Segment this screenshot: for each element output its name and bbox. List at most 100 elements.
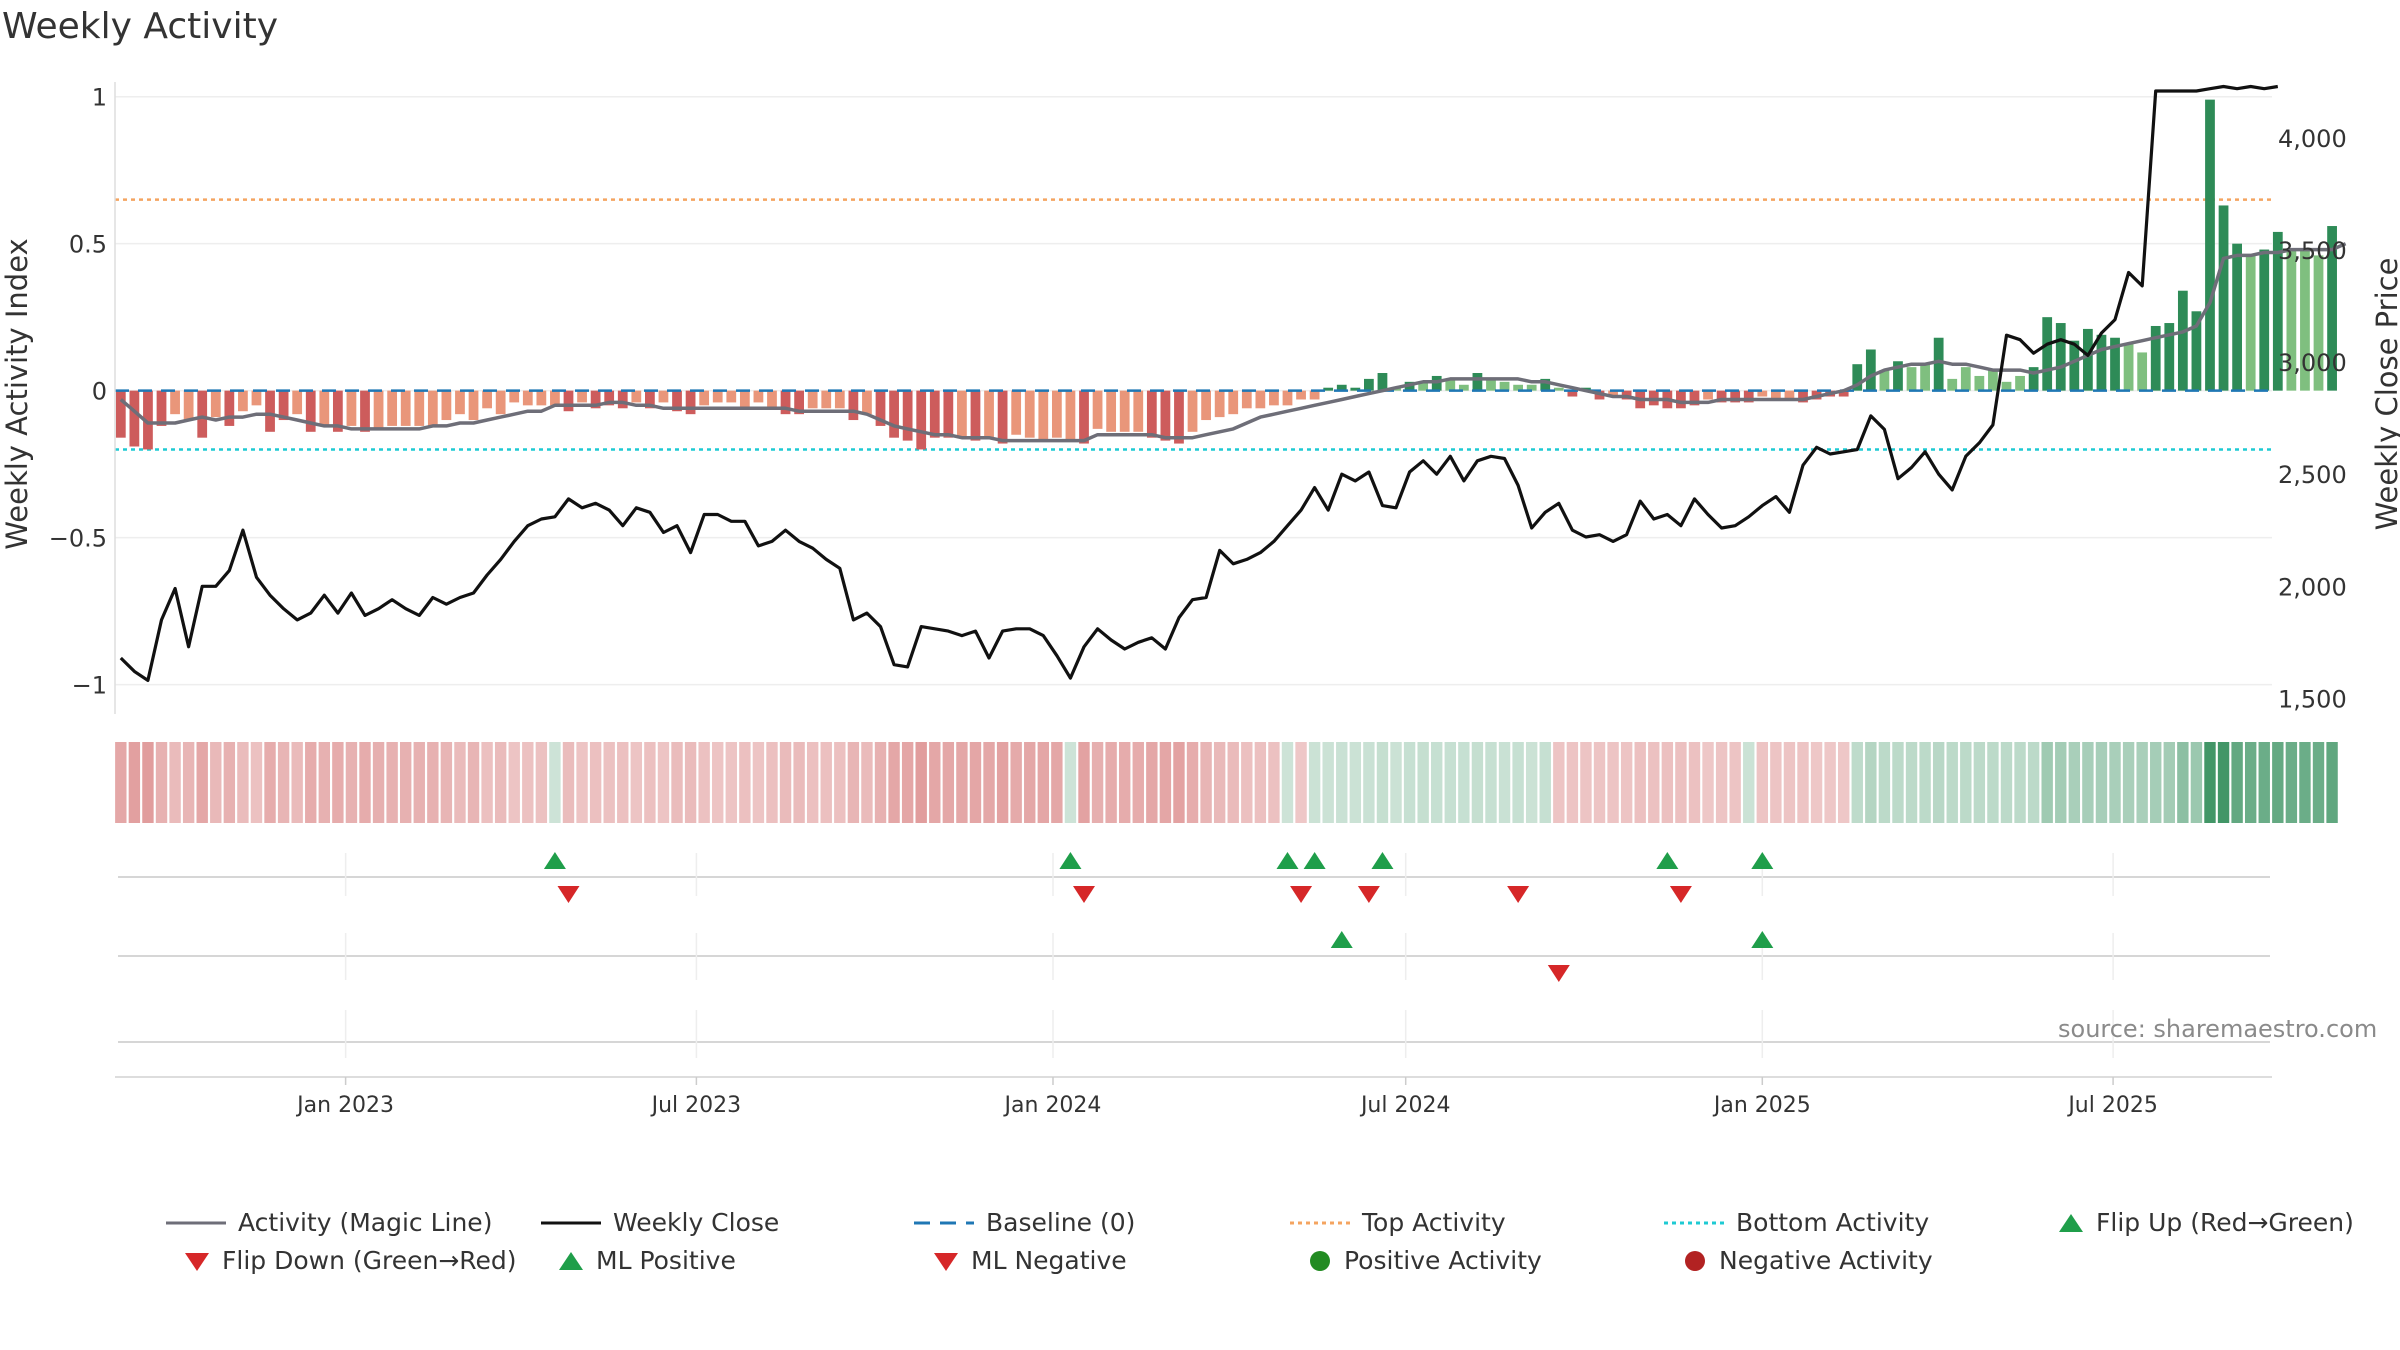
axes: 1 0.5 0 −0.5 −1 4,000 3,500 3,000 2,500 2,000 1,50… — [0, 82, 2400, 714]
activity-bar — [1350, 387, 1361, 391]
legend-label: Top Activity — [1362, 1208, 1506, 1237]
activity-bar — [224, 390, 235, 426]
heat-cell — [305, 742, 317, 823]
activity-bar — [1770, 390, 1781, 400]
heat-cell — [237, 742, 249, 823]
heat-cell — [291, 742, 303, 823]
activity-bar — [1092, 390, 1103, 429]
activity-bar — [672, 390, 682, 412]
activity-bar — [739, 390, 750, 409]
x-tick-label: Jan 2023 — [295, 1093, 394, 1118]
triangle-down-red-icon — [185, 1252, 209, 1271]
heat-cell — [1390, 742, 1402, 823]
activity-bar — [2015, 375, 2025, 391]
activity-bar — [1269, 390, 1279, 406]
heat-cell — [1308, 742, 1321, 823]
activity-bar — [1119, 390, 1130, 432]
heat-cell — [2095, 742, 2108, 823]
heat-cell — [2163, 742, 2175, 823]
heat-cell — [2204, 742, 2216, 823]
heat-cell — [115, 742, 127, 823]
heat-cell — [1525, 742, 1538, 823]
heat-cell — [1254, 742, 1267, 823]
legend-item-flip-down: Flip Down (Green→Red) — [184, 1246, 517, 1275]
activity-bar — [1960, 367, 1971, 391]
heat-cell — [1553, 742, 1565, 823]
legend-item-negative-activity: Negative Activity — [1683, 1246, 1933, 1275]
activity-bar — [495, 390, 506, 415]
heat-cell — [481, 742, 493, 823]
activity-bar — [2028, 367, 2039, 391]
heat-cell — [1810, 742, 1823, 823]
flip-down-marker — [1507, 886, 1530, 903]
y2-tick-label: 4,000 — [2278, 125, 2347, 153]
line-black-icon — [541, 1221, 601, 1224]
y-tick-label: −1 — [72, 672, 107, 700]
heat-cell — [1607, 742, 1619, 823]
activity-bar — [278, 390, 289, 421]
heat-cell — [1715, 742, 1728, 823]
y2-tick-label: 1,500 — [2278, 685, 2347, 713]
activity-bar — [997, 390, 1008, 444]
heat-cell — [1620, 742, 1633, 823]
heat-cell — [1241, 742, 1253, 823]
activity-bar — [2083, 328, 2093, 391]
activity-bar — [1838, 390, 1849, 397]
activity-bar — [957, 390, 967, 438]
heat-cell — [508, 742, 520, 823]
activity-bar — [414, 390, 425, 426]
x-tick-label: Jul 2025 — [2066, 1093, 2158, 1118]
heat-cell — [522, 742, 534, 823]
activity-bar — [1309, 390, 1320, 400]
legend-item-magic-line: Activity (Magic Line) — [166, 1208, 492, 1237]
activity-bar — [1567, 390, 1578, 397]
heat-cell — [1051, 742, 1063, 823]
activity-bar — [862, 390, 872, 415]
activity-bar — [1160, 390, 1171, 441]
heat-cell — [861, 742, 873, 823]
heat-cell — [1973, 742, 1986, 823]
legend-label: ML Negative — [971, 1246, 1127, 1275]
heat-cell — [2136, 742, 2148, 823]
activity-bar — [2177, 290, 2188, 391]
activity-bar — [1377, 373, 1388, 391]
magic-line — [119, 242, 2347, 443]
activity-bar — [631, 390, 642, 403]
heat-cell — [657, 742, 670, 823]
heat-cell — [332, 742, 344, 823]
activity-bar — [617, 390, 628, 409]
heat-cell — [1146, 742, 1158, 823]
heat-cell — [1675, 742, 1687, 823]
heat-cell — [318, 742, 331, 823]
heat-cell — [223, 742, 236, 823]
x-tick-label: Jul 2023 — [650, 1093, 742, 1118]
activity-bar — [1513, 384, 1523, 391]
activity-bar — [360, 390, 370, 432]
heat-cell — [562, 742, 575, 823]
heat-cell — [2150, 742, 2162, 823]
ml-negative-marker — [1547, 965, 1570, 982]
activity-bar — [115, 390, 126, 438]
activity-bar — [1676, 390, 1686, 409]
legend-label: Bottom Activity — [1736, 1208, 1930, 1237]
activity-bar — [238, 390, 248, 412]
x-axis: Jan 2023 Jul 2023 Jan 2024 Jul 2024 Jan 2025… — [115, 1076, 2272, 1118]
heat-cell — [2068, 742, 2081, 823]
y2-tick-label: 3,500 — [2278, 237, 2347, 265]
legend-label: Baseline (0) — [986, 1208, 1136, 1237]
heat-cell — [2272, 742, 2284, 823]
heat-cell — [793, 742, 805, 823]
activity-bar — [916, 390, 927, 450]
heat-cell — [1010, 742, 1022, 823]
legend-item-top-activity: Top Activity — [1290, 1208, 1506, 1237]
heat-cell — [142, 742, 154, 823]
activity-bar — [509, 390, 520, 403]
activity-bar — [1852, 364, 1863, 391]
activity-bar — [2286, 249, 2297, 391]
activity-bar — [387, 390, 398, 426]
activity-bar — [129, 390, 140, 447]
line-gray-icon — [166, 1221, 226, 1224]
heat-cell — [806, 742, 819, 823]
heat-cell — [617, 742, 629, 823]
y-tick-label: 1 — [92, 84, 107, 112]
